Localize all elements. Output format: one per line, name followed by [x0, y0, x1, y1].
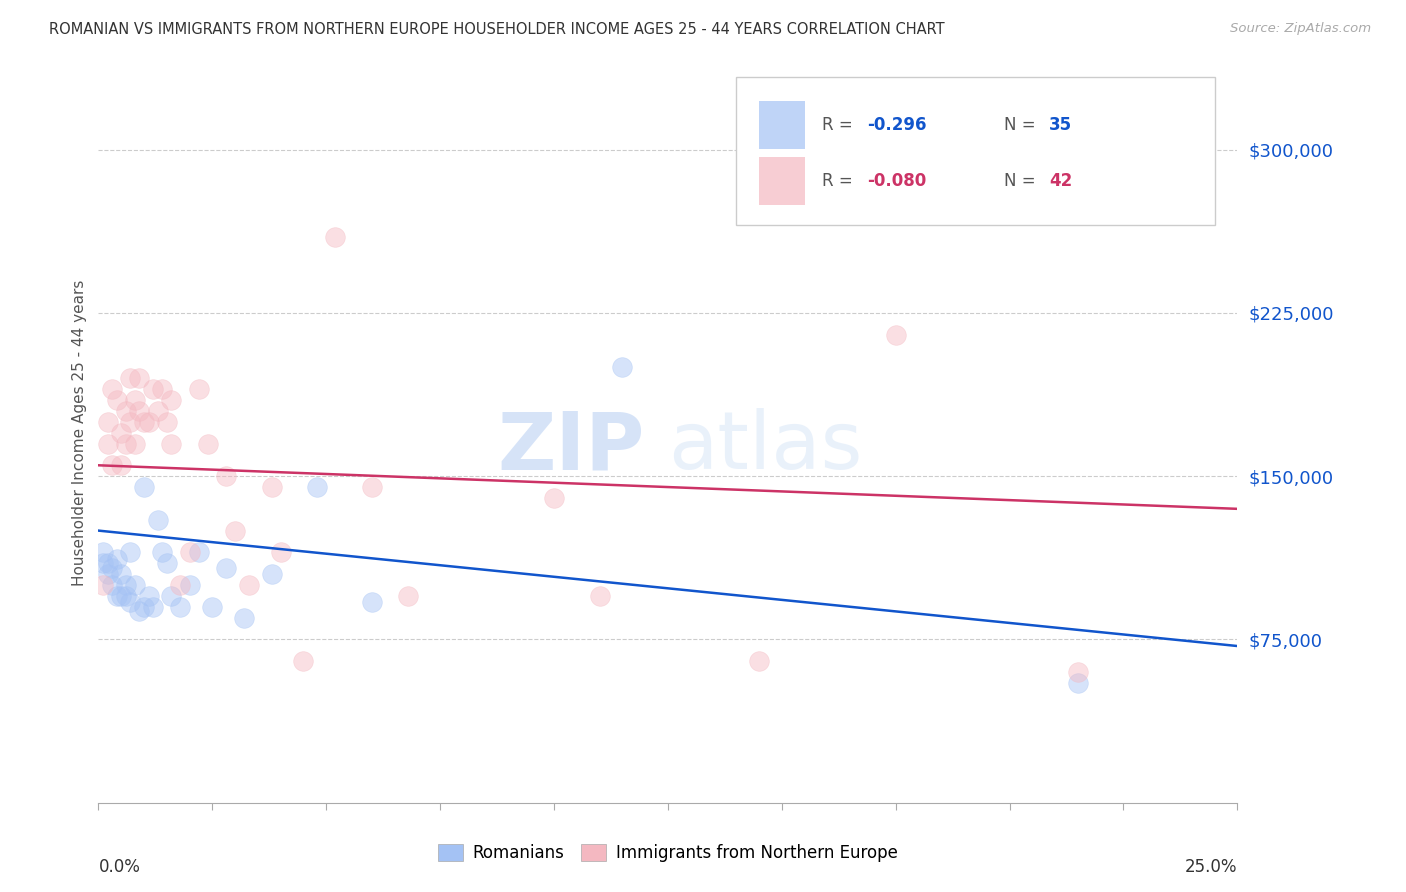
Point	[114, 404, 136, 418]
Point	[292, 654, 315, 668]
Text: ZIP: ZIP	[498, 409, 645, 486]
Point	[114, 589, 136, 603]
Point	[114, 578, 136, 592]
Text: -0.080: -0.080	[868, 172, 927, 190]
Point	[132, 480, 155, 494]
Bar	[759, 102, 804, 150]
Point	[114, 436, 136, 450]
Point	[360, 480, 382, 494]
Point	[588, 589, 610, 603]
Point	[215, 560, 238, 574]
Point	[197, 436, 219, 450]
Point	[110, 458, 132, 473]
Text: R =: R =	[821, 116, 858, 135]
Point	[748, 654, 770, 668]
Point	[187, 545, 209, 559]
Point	[169, 599, 191, 614]
Point	[169, 578, 191, 592]
FancyBboxPatch shape	[737, 78, 1215, 226]
Point	[160, 392, 183, 407]
Text: N =: N =	[1004, 172, 1040, 190]
Point	[884, 327, 907, 342]
Point	[124, 392, 146, 407]
Point	[179, 578, 201, 592]
Point	[91, 545, 114, 559]
Text: 25.0%: 25.0%	[1185, 858, 1237, 876]
Text: 42: 42	[1049, 172, 1073, 190]
Point	[110, 425, 132, 440]
Point	[1067, 676, 1090, 690]
Point	[101, 382, 124, 396]
Point	[160, 589, 183, 603]
Point	[160, 436, 183, 450]
Point	[1067, 665, 1090, 680]
Point	[238, 578, 260, 592]
Point	[120, 545, 142, 559]
Point	[91, 556, 114, 570]
Point	[307, 480, 329, 494]
Point	[120, 415, 142, 429]
Point	[96, 436, 118, 450]
Point	[260, 567, 283, 582]
Point	[120, 595, 142, 609]
Point	[201, 599, 224, 614]
Point	[215, 469, 238, 483]
Text: -0.296: -0.296	[868, 116, 927, 135]
Text: Source: ZipAtlas.com: Source: ZipAtlas.com	[1230, 22, 1371, 36]
Point	[128, 604, 150, 618]
Point	[270, 545, 292, 559]
Point	[101, 560, 124, 574]
Point	[150, 382, 173, 396]
Point	[105, 589, 128, 603]
Point	[96, 415, 118, 429]
Point	[91, 578, 114, 592]
Point	[360, 595, 382, 609]
Point	[120, 371, 142, 385]
Point	[146, 404, 169, 418]
Legend: Romanians, Immigrants from Northern Europe: Romanians, Immigrants from Northern Euro…	[432, 837, 904, 869]
Point	[138, 589, 160, 603]
Point	[105, 552, 128, 566]
Point	[96, 556, 118, 570]
Point	[187, 382, 209, 396]
Point	[142, 599, 165, 614]
Point	[543, 491, 565, 505]
Point	[110, 589, 132, 603]
Text: N =: N =	[1004, 116, 1040, 135]
Point	[224, 524, 246, 538]
Point	[150, 545, 173, 559]
Point	[260, 480, 283, 494]
Point	[233, 610, 256, 624]
Point	[179, 545, 201, 559]
Point	[142, 382, 165, 396]
Text: ROMANIAN VS IMMIGRANTS FROM NORTHERN EUROPE HOUSEHOLDER INCOME AGES 25 - 44 YEAR: ROMANIAN VS IMMIGRANTS FROM NORTHERN EUR…	[49, 22, 945, 37]
Bar	[759, 157, 804, 205]
Point	[124, 436, 146, 450]
Text: R =: R =	[821, 172, 858, 190]
Point	[105, 392, 128, 407]
Y-axis label: Householder Income Ages 25 - 44 years: Householder Income Ages 25 - 44 years	[72, 279, 87, 586]
Point	[612, 360, 634, 375]
Point	[132, 415, 155, 429]
Point	[128, 404, 150, 418]
Point	[323, 229, 346, 244]
Point	[146, 513, 169, 527]
Point	[96, 567, 118, 582]
Text: atlas: atlas	[668, 409, 862, 486]
Point	[101, 458, 124, 473]
Point	[138, 415, 160, 429]
Point	[156, 415, 179, 429]
Point	[132, 599, 155, 614]
Point	[110, 567, 132, 582]
Point	[101, 578, 124, 592]
Point	[396, 589, 419, 603]
Point	[124, 578, 146, 592]
Point	[128, 371, 150, 385]
Point	[156, 556, 179, 570]
Text: 0.0%: 0.0%	[98, 858, 141, 876]
Text: 35: 35	[1049, 116, 1073, 135]
